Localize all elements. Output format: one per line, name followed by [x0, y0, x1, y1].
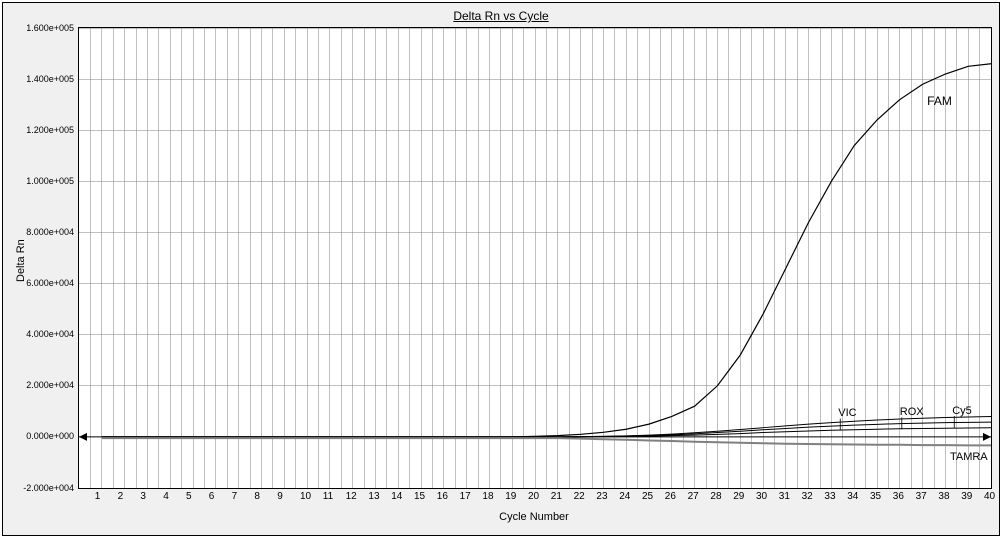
- xtick-label: 3: [140, 491, 146, 502]
- ytick-label: 1.200e+005: [26, 125, 74, 135]
- xtick-label: 33: [824, 491, 835, 502]
- xtick-label: 10: [300, 491, 311, 502]
- xtick-label: 16: [437, 491, 448, 502]
- xtick-label: 34: [847, 491, 858, 502]
- xtick-label: 14: [391, 491, 402, 502]
- xtick-label: 36: [893, 491, 904, 502]
- xtick-label: 15: [414, 491, 425, 502]
- xtick-label: 6: [209, 491, 215, 502]
- xtick-label: 35: [870, 491, 881, 502]
- annotation-ROX: ROX: [900, 406, 924, 418]
- chart-title: Delta Rn vs Cycle: [3, 9, 999, 23]
- xtick-label: 39: [961, 491, 972, 502]
- ytick-label: 2.000e+004: [26, 380, 74, 390]
- xtick-label: 25: [642, 491, 653, 502]
- plot-area: FAM VIC ROX Cy5 TAMRA: [78, 27, 992, 489]
- ytick-label: 4.000e+004: [26, 329, 74, 339]
- xtick-label: 8: [254, 491, 260, 502]
- xtick-label: 23: [596, 491, 607, 502]
- xtick-label: 5: [186, 491, 192, 502]
- ytick-label: 8.000e+004: [26, 227, 74, 237]
- xtick-label: 4: [163, 491, 169, 502]
- chart-container: Delta Rn vs Cycle Delta Rn Cycle Number …: [2, 2, 1000, 536]
- ytick-label: 6.000e+004: [26, 278, 74, 288]
- xtick-label: 21: [551, 491, 562, 502]
- xtick-label: 17: [460, 491, 471, 502]
- xtick-label: 20: [528, 491, 539, 502]
- xtick-label: 31: [779, 491, 790, 502]
- xtick-label: 32: [802, 491, 813, 502]
- xtick-label: 27: [688, 491, 699, 502]
- xtick-label: 37: [916, 491, 927, 502]
- xtick-label: 22: [574, 491, 585, 502]
- xtick-label: 40: [984, 491, 995, 502]
- xtick-label: 11: [323, 491, 333, 502]
- y-axis-label: Delta Rn: [15, 239, 27, 282]
- xtick-label: 19: [505, 491, 516, 502]
- xtick-label: 13: [368, 491, 379, 502]
- xtick-label: 9: [277, 491, 283, 502]
- annotation-VIC: VIC: [838, 407, 856, 419]
- ytick-label: 1.400e+005: [26, 74, 74, 84]
- xtick-label: 38: [938, 491, 949, 502]
- annotation-FAM: FAM: [927, 94, 952, 108]
- xtick-label: 29: [733, 491, 744, 502]
- xtick-label: 18: [482, 491, 493, 502]
- xtick-label: 26: [665, 491, 676, 502]
- ytick-label: -2.000e+004: [23, 483, 74, 493]
- xtick-label: 24: [619, 491, 630, 502]
- xtick-label: 30: [756, 491, 767, 502]
- annotation-Cy5: Cy5: [952, 405, 972, 417]
- xtick-label: 1: [95, 491, 101, 502]
- xtick-label: 12: [346, 491, 357, 502]
- ytick-label: 0.000e+000: [26, 431, 74, 441]
- ytick-label: 1.600e+005: [26, 23, 74, 33]
- xtick-label: 2: [118, 491, 124, 502]
- x-axis-label: Cycle Number: [78, 511, 990, 523]
- ytick-label: 1.000e+005: [26, 176, 74, 186]
- annotation-TAMRA: TAMRA: [950, 451, 988, 463]
- xtick-label: 28: [710, 491, 721, 502]
- xtick-label: 7: [232, 491, 238, 502]
